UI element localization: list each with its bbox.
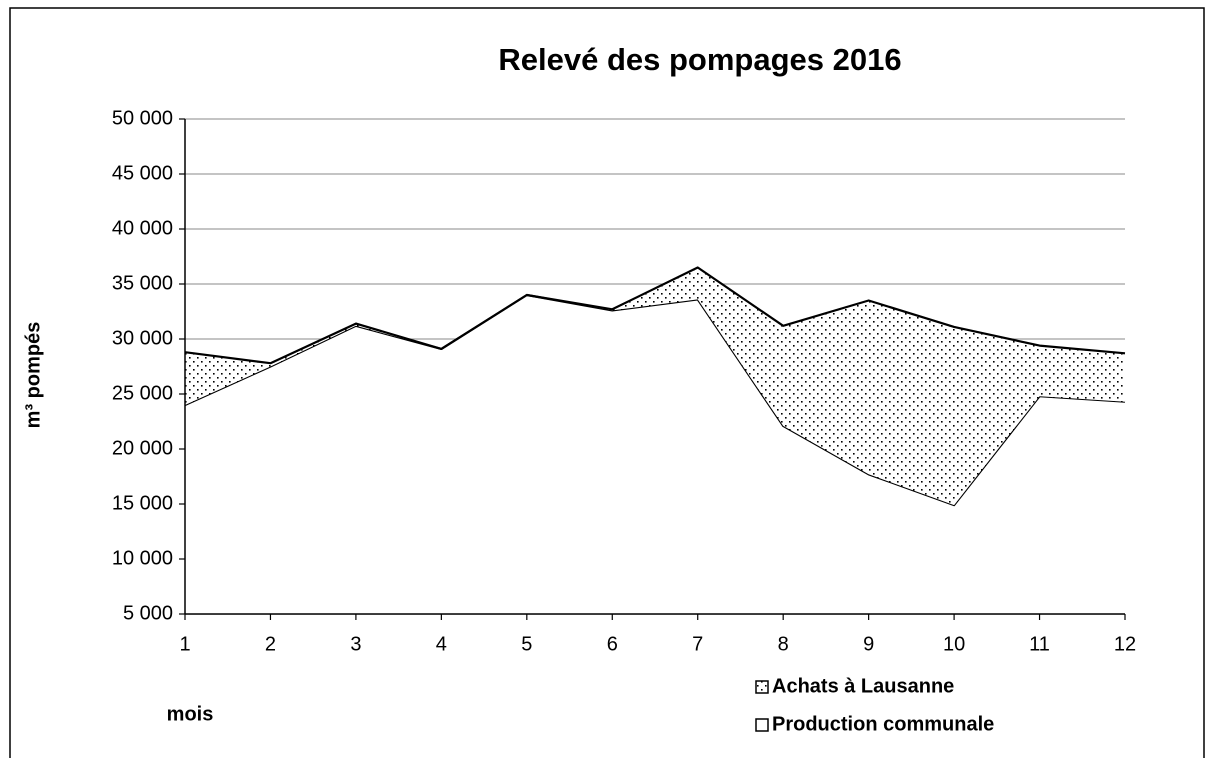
x-axis-label: mois	[167, 703, 214, 725]
legend-label: Achats à Lausanne	[772, 675, 954, 697]
legend-swatch	[755, 718, 769, 732]
x-tick-label: 5	[521, 633, 532, 655]
x-tick-label: 12	[1114, 633, 1136, 655]
chart-title: Relevé des pompages 2016	[498, 42, 901, 77]
x-tick-label: 1	[179, 633, 190, 655]
y-tick-label: 10 000	[112, 547, 173, 569]
y-tick-label: 15 000	[112, 492, 173, 514]
y-tick-label: 25 000	[112, 382, 173, 404]
chart-border	[9, 7, 1205, 758]
y-tick-label: 5 000	[123, 602, 173, 624]
x-tick-label: 7	[692, 633, 703, 655]
legend-swatch	[755, 680, 769, 694]
y-tick-label: 50 000	[112, 107, 173, 129]
y-tick-label: 20 000	[112, 437, 173, 459]
y-tick-label: 35 000	[112, 272, 173, 294]
legend-label: Production communale	[772, 713, 994, 735]
x-tick-label: 8	[778, 633, 789, 655]
x-tick-label: 3	[350, 633, 361, 655]
y-tick-label: 45 000	[112, 162, 173, 184]
x-tick-label: 6	[607, 633, 618, 655]
y-tick-label: 30 000	[112, 327, 173, 349]
x-tick-label: 9	[863, 633, 874, 655]
area-line	[184, 266, 1126, 365]
x-tick-label: 4	[436, 633, 447, 655]
area-fill	[185, 295, 1125, 614]
area-fill	[185, 267, 1125, 506]
x-tick-label: 10	[943, 633, 965, 655]
x-tick-label: 2	[265, 633, 276, 655]
x-tick-label: 11	[1029, 633, 1050, 655]
y-axis-label: m³ pompés	[22, 322, 44, 429]
y-tick-label: 40 000	[112, 217, 173, 239]
